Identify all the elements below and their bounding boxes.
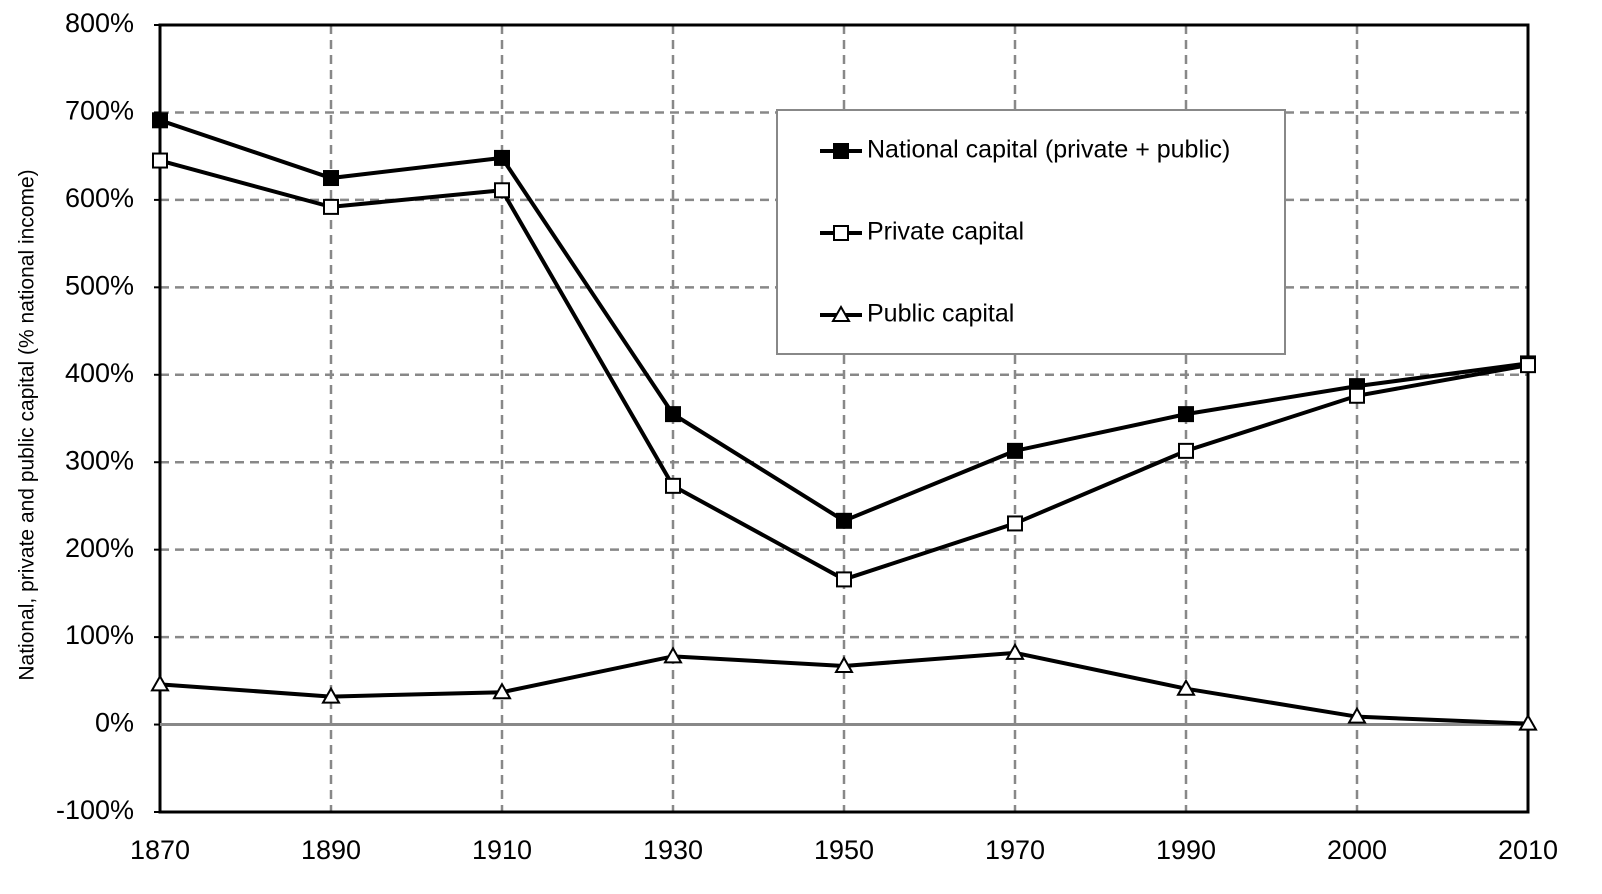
marker — [494, 182, 510, 199]
y-tick-label: 0% — [95, 708, 134, 738]
marker — [152, 112, 168, 129]
marker — [494, 149, 510, 166]
y-tick-label: 600% — [65, 183, 134, 213]
marker — [323, 198, 339, 215]
marker — [663, 646, 683, 664]
x-tick-label: 1990 — [1156, 835, 1216, 865]
x-tick-label: 2010 — [1498, 835, 1558, 865]
legend-label: Public capital — [867, 300, 1014, 328]
marker — [1005, 642, 1025, 660]
marker — [831, 304, 851, 322]
marker — [834, 655, 854, 673]
marker — [665, 477, 681, 494]
x-tick-label: 1970 — [985, 835, 1045, 865]
x-tick-label: 1910 — [472, 835, 532, 865]
legend-label: Private capital — [867, 218, 1024, 246]
y-tick-label: 200% — [65, 533, 134, 563]
marker — [1007, 515, 1023, 532]
marker — [152, 152, 168, 169]
marker — [492, 682, 512, 700]
y-tick-label: 300% — [65, 445, 134, 475]
marker — [836, 512, 852, 529]
marker — [323, 170, 339, 187]
y-tick-label: -100% — [56, 795, 134, 825]
legend-label: National capital (private + public) — [867, 136, 1230, 164]
marker — [665, 406, 681, 423]
y-axis-label: National, private and public capital (% … — [16, 169, 39, 680]
plot-frame — [158, 23, 1530, 814]
marker — [1007, 442, 1023, 459]
marker — [1518, 713, 1538, 731]
x-tick-label: 1870 — [130, 835, 190, 865]
y-tick-label: 700% — [65, 96, 134, 126]
marker — [150, 674, 170, 692]
y-tick-label: 500% — [65, 270, 134, 300]
y-tick-label: 100% — [65, 620, 134, 650]
y-tick-label: 800% — [65, 8, 134, 38]
y-tick-label: 400% — [65, 358, 134, 388]
marker — [1176, 678, 1196, 696]
x-tick-label: 2000 — [1327, 835, 1387, 865]
x-tick-label: 1930 — [643, 835, 703, 865]
marker — [833, 225, 849, 241]
marker — [1178, 406, 1194, 423]
marker — [836, 571, 852, 588]
x-tick-label: 1890 — [301, 835, 361, 865]
marker — [1520, 357, 1536, 374]
marker — [833, 143, 849, 159]
marker — [1347, 706, 1367, 724]
x-tick-label: 1950 — [814, 835, 874, 865]
marker — [321, 686, 341, 704]
marker — [1349, 387, 1365, 404]
marker — [1178, 442, 1194, 459]
